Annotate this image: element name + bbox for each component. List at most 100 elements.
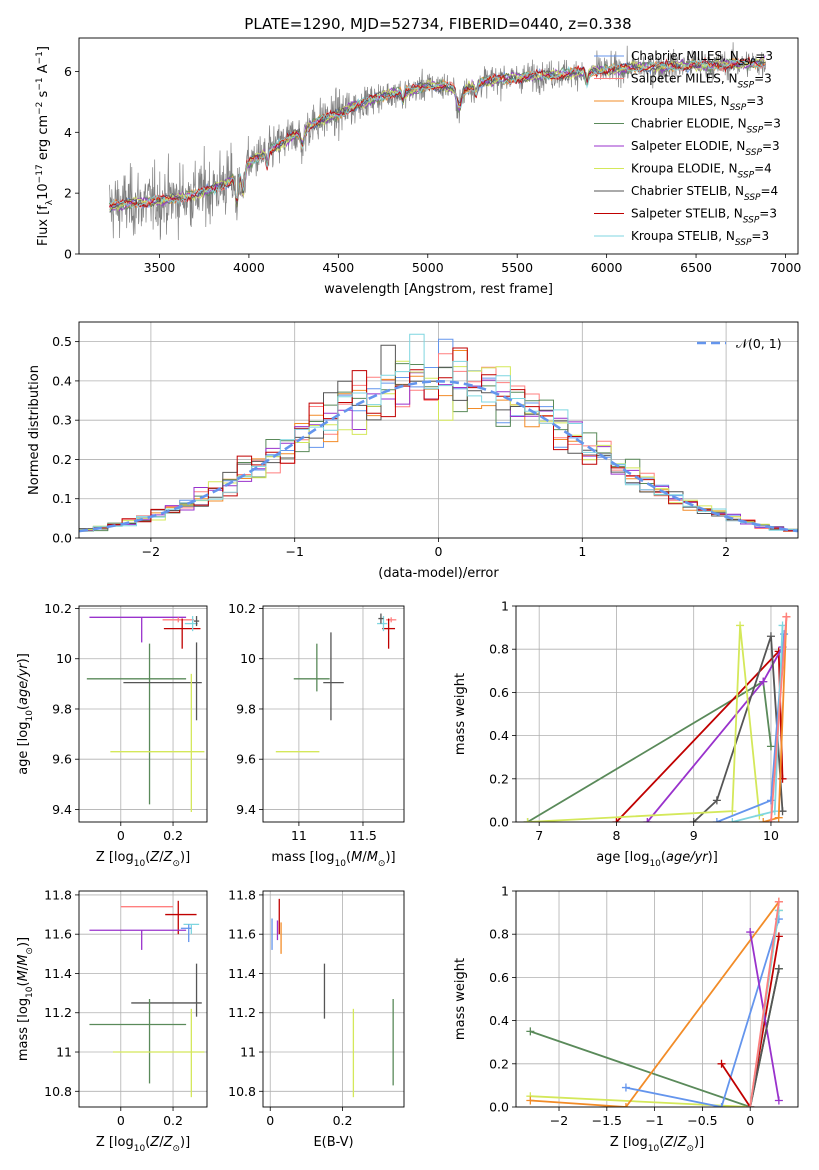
age_vs_Z-axes: 0 0.2 9.4 9.6 9.8 10 10.2 Z [log10(Z/Z⊙)] age [l…: [16, 601, 208, 869]
weight-marker: [736, 621, 745, 630]
y-tick-label: 11.2: [44, 1005, 72, 1020]
y-tick-label: 0.2: [52, 452, 72, 467]
age_vs_mass-panel: 11 11.5 9.4 9.6 9.8 10 10.2 mass [log10(M/M⊙)]: [228, 601, 405, 869]
y-tick-label: 0: [64, 247, 72, 262]
weight-line: [527, 625, 761, 822]
weight-marker: [523, 818, 532, 822]
x-tick-label: 0.2: [163, 1113, 183, 1128]
y-tick-label: 4: [64, 125, 72, 140]
weight-marker: [774, 964, 783, 973]
x-tick-label: −1: [285, 544, 303, 559]
weight-marker: [643, 818, 652, 822]
errorbar-point: [89, 929, 187, 950]
x-tick-label: 0: [266, 1113, 274, 1128]
y-tick-label: 10.8: [228, 1084, 256, 1099]
weight-marker: [766, 632, 775, 641]
weight_vs_Z-axes: −2 −1.5 −1 −0.5 0 0.0 0.2 0.4 0.6 0.8 1 Z [log10(Z/…: [453, 884, 799, 1154]
errorbar-point: [386, 617, 397, 623]
weight-marker: [526, 1096, 535, 1105]
errorbar-point: [89, 616, 187, 643]
weight-marker: [621, 1103, 630, 1107]
age_vs_Z-ylabel: age [log10(age/yr)]: [16, 653, 35, 775]
residuals-axes: −2 −1 0 1 2 0.0 0.1 0.2 0.3 0.4 0.5 (data-model)/er…: [27, 321, 799, 581]
x-tick-label: 8: [612, 828, 620, 843]
x-tick-label: 0.2: [163, 828, 183, 843]
weight-marker: [717, 1059, 726, 1068]
weight_vs_Z-ylabel: mass weight: [453, 958, 468, 1040]
weight-line: [720, 936, 780, 1107]
y-tick-label: 0.8: [489, 642, 509, 657]
legend-label: Chabrier ELODIE, NSSP=3: [631, 117, 781, 136]
errorbar-point: [86, 643, 187, 805]
y-tick-label: 0.3: [52, 413, 72, 428]
x-tick-label: 6000: [591, 260, 623, 275]
spectrum-plot-area: [108, 42, 767, 241]
residuals-plot-area: [79, 333, 798, 533]
weight-marker: [782, 612, 791, 621]
weight-line: [749, 931, 780, 1101]
weight-marker: [774, 813, 783, 822]
y-tick-label: 9.8: [52, 701, 72, 716]
weight-marker: [778, 807, 787, 816]
mass_vs_ebv-plot-area: [271, 898, 394, 1098]
histogram-step: [79, 333, 798, 532]
x-tick-label: 7000: [770, 260, 802, 275]
y-tick-label: 0.2: [489, 1056, 509, 1071]
age_vs_Z-xlabel: Z [log10(Z/Z⊙)]: [96, 850, 190, 869]
y-tick-label: 9.4: [52, 802, 72, 817]
weight_vs_age-ylabel: mass weight: [453, 673, 468, 755]
weight-marker: [746, 928, 755, 937]
age_vs_mass-plot-area: [275, 613, 397, 753]
spectrum-legend: Chabrier MILES, NSSP=3 Salpeter MILES, NS…: [594, 49, 781, 248]
age_vs_Z-plot-area: [86, 616, 205, 812]
y-tick-label: 11.4: [44, 966, 72, 981]
errorbar-point: [382, 618, 396, 649]
x-tick-label: −2: [550, 1113, 568, 1128]
errorbar-point: [89, 999, 187, 1084]
age_vs_mass-frame: [262, 605, 405, 823]
spectrum-model-line: [109, 57, 766, 210]
errorbar-point: [180, 924, 192, 943]
weight_vs_Z-plot-area: [526, 897, 783, 1107]
weight_vs_age-plot-area: [523, 612, 791, 822]
weight-line: [625, 918, 780, 1107]
weight-marker: [774, 897, 783, 906]
x-tick-label: 2: [722, 544, 730, 559]
spectrum-ylabel: Flux [fλ10−17 erg cm−2 s−1 A−1]: [35, 46, 55, 246]
spectrum-model-line: [109, 57, 766, 213]
x-tick-label: −2: [142, 544, 160, 559]
weight_vs_age-xlabel: age [log10(age/yr)]: [596, 850, 718, 869]
y-tick-label: 0.4: [489, 1013, 509, 1028]
errorbar-point: [165, 900, 197, 935]
x-tick-label: −1.5: [592, 1113, 622, 1128]
weight-marker: [728, 818, 737, 822]
mass_vs_ebv-xlabel: E(B-V): [313, 1135, 353, 1150]
mass_vs_Z-grid: [79, 891, 207, 1107]
age_vs_mass-grid: [263, 606, 404, 822]
spectrum-xlabel: wavelength [Angstrom, rest frame]: [324, 282, 553, 297]
mass_vs_Z-frame: [78, 890, 208, 1108]
x-tick-label: −0.5: [687, 1113, 717, 1128]
errorbar-point: [162, 617, 194, 623]
weight-marker: [712, 818, 721, 822]
y-tick-label: 0.6: [489, 970, 509, 985]
mass_vs_Z-ylabel: mass [log10(M/M⊙)]: [16, 937, 35, 1061]
x-tick-label: 0: [435, 544, 443, 559]
x-tick-label: 11: [291, 828, 307, 843]
residuals-ylabel: Normed distribution: [27, 365, 42, 495]
x-tick-label: 4500: [322, 260, 354, 275]
weight-line: [749, 968, 780, 1107]
y-tick-label: 9.6: [52, 752, 72, 767]
errorbar-point: [183, 923, 200, 935]
errorbar-point: [131, 963, 202, 1017]
weight-line: [770, 616, 788, 822]
y-tick-label: 10: [56, 651, 72, 666]
y-tick-label: 1: [501, 599, 509, 614]
residuals-panel: −2 −1 0 1 2 0.0 0.1 0.2 0.3 0.4 0.5 (data-model)/er…: [27, 321, 799, 581]
weight-marker: [759, 677, 768, 686]
errorbar-point: [323, 632, 344, 721]
residuals-legend: 𝒩(0, 1): [697, 336, 782, 351]
errorbar-point: [112, 1008, 205, 1098]
x-tick-label: 6500: [680, 260, 712, 275]
